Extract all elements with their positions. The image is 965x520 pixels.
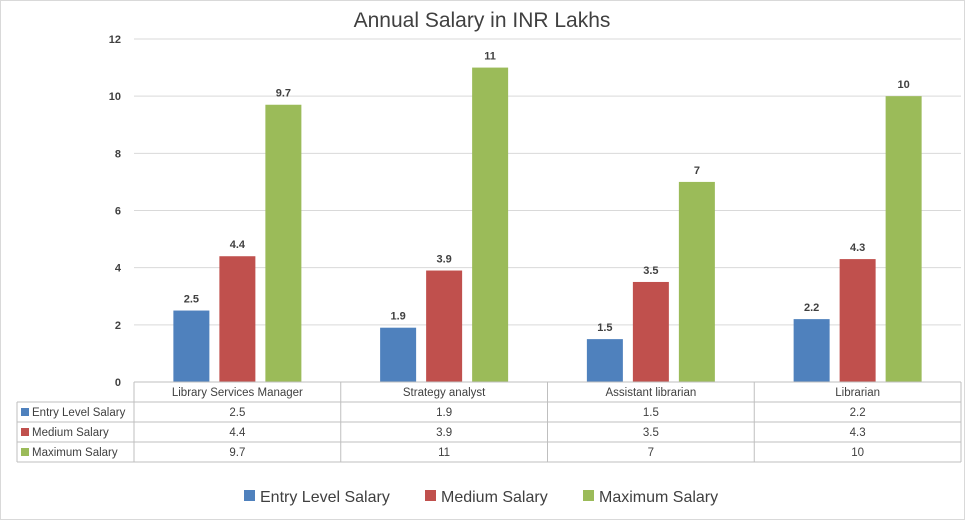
y-tick-label: 6 bbox=[115, 206, 121, 218]
legend-marker bbox=[425, 490, 436, 501]
data-label: 1.9 bbox=[390, 311, 405, 323]
legend-key bbox=[21, 408, 29, 416]
category-label: Library Services Manager bbox=[172, 387, 303, 399]
bar-entry-level-salary bbox=[380, 327, 417, 382]
data-label: 10 bbox=[898, 79, 910, 91]
data-label: 3.5 bbox=[643, 265, 658, 277]
legend-key bbox=[21, 448, 29, 456]
y-tick-label: 10 bbox=[109, 91, 121, 103]
y-tick-label: 8 bbox=[115, 148, 121, 160]
legend-label: Maximum Salary bbox=[599, 489, 718, 506]
table-series-label: Maximum Salary bbox=[32, 447, 118, 459]
table-cell: 3.5 bbox=[643, 427, 659, 439]
table-cell: 4.4 bbox=[229, 427, 246, 439]
table-series-label: Medium Salary bbox=[32, 427, 109, 439]
table-cell: 10 bbox=[851, 447, 864, 459]
bar-maximum-salary bbox=[265, 104, 302, 382]
table-cell: 9.7 bbox=[229, 447, 245, 459]
chart-title: Annual Salary in INR Lakhs bbox=[354, 9, 611, 32]
bar-entry-level-salary bbox=[586, 339, 623, 382]
data-label: 4.4 bbox=[230, 239, 246, 251]
category-label: Strategy analyst bbox=[403, 387, 486, 399]
y-tick-label: 12 bbox=[109, 34, 121, 46]
table-cell: 2.5 bbox=[229, 407, 245, 419]
legend-key bbox=[21, 428, 29, 436]
y-tick-label: 0 bbox=[115, 377, 121, 389]
bar-maximum-salary bbox=[472, 67, 509, 382]
bar-maximum-salary bbox=[885, 96, 922, 383]
category-label: Assistant librarian bbox=[605, 387, 696, 399]
data-label: 1.5 bbox=[597, 322, 612, 334]
bar-medium-salary bbox=[839, 259, 876, 382]
data-label: 4.3 bbox=[850, 242, 865, 254]
y-tick-label: 4 bbox=[115, 263, 122, 275]
category-label: Librarian bbox=[835, 387, 880, 399]
table-cell: 11 bbox=[438, 447, 450, 459]
table-cell: 7 bbox=[648, 447, 654, 459]
data-label: 2.5 bbox=[184, 294, 199, 306]
data-label: 3.9 bbox=[436, 254, 451, 266]
table-cell: 1.5 bbox=[643, 407, 659, 419]
bar-maximum-salary bbox=[678, 181, 715, 382]
data-label: 11 bbox=[484, 51, 496, 63]
data-label: 9.7 bbox=[276, 88, 291, 100]
legend-marker bbox=[583, 490, 594, 501]
legend-marker bbox=[244, 490, 255, 501]
bar-entry-level-salary bbox=[793, 319, 830, 382]
data-label: 7 bbox=[694, 165, 700, 177]
table-cell: 2.2 bbox=[850, 407, 866, 419]
table-series-label: Entry Level Salary bbox=[32, 407, 126, 419]
table-cell: 1.9 bbox=[436, 407, 452, 419]
table-cell: 3.9 bbox=[436, 427, 452, 439]
table-cell: 4.3 bbox=[850, 427, 866, 439]
bar-entry-level-salary bbox=[173, 310, 210, 382]
data-label: 2.2 bbox=[804, 302, 819, 314]
bar-medium-salary bbox=[426, 270, 463, 382]
bar-medium-salary bbox=[632, 281, 669, 382]
bar-medium-salary bbox=[219, 256, 256, 382]
legend-label: Medium Salary bbox=[441, 489, 548, 506]
y-tick-label: 2 bbox=[115, 320, 121, 332]
legend-label: Entry Level Salary bbox=[260, 489, 390, 506]
